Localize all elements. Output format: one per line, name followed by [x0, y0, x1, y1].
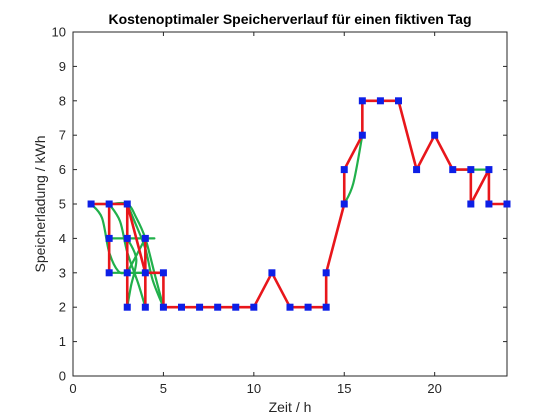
x-tick-label: 5: [160, 381, 167, 396]
data-point-marker: [214, 303, 222, 311]
data-point-marker: [467, 166, 475, 174]
data-point-marker: [340, 200, 348, 208]
axes-box: [72, 31, 508, 377]
y-axis-label: Speicherladung / kWh: [32, 136, 48, 273]
data-point-marker: [304, 303, 312, 311]
data-point-marker: [159, 269, 167, 277]
data-point-marker: [105, 234, 113, 242]
data-point-marker: [286, 303, 294, 311]
y-tick-label: 2: [59, 300, 66, 315]
data-point-marker: [358, 97, 366, 105]
data-point-marker: [268, 269, 276, 277]
y-tick-label: 4: [59, 231, 66, 246]
data-point-marker: [232, 303, 240, 311]
y-tick-label: 1: [59, 334, 66, 349]
y-tick-label: 8: [59, 93, 66, 108]
data-point-marker: [467, 200, 475, 208]
y-axis-ticks: 0 1 2 3 4 5 6 7 8 9 10: [52, 25, 507, 384]
y-tick-label: 9: [59, 59, 66, 74]
green-curve: [343, 134, 364, 206]
data-point-marker: [395, 97, 402, 105]
data-point-marker: [413, 166, 421, 174]
y-tick-label: 7: [59, 128, 66, 143]
data-point-marker: [123, 303, 131, 311]
data-point-marker: [431, 131, 439, 139]
x-tick-label: 20: [427, 381, 441, 396]
y-tick-label: 5: [59, 197, 66, 212]
data-point-marker: [322, 269, 330, 277]
y-tick-label: 10: [52, 25, 66, 40]
data-point-marker: [449, 166, 457, 174]
data-point-marker: [159, 303, 167, 311]
data-point-marker: [485, 166, 493, 174]
data-point-marker: [87, 200, 95, 208]
data-point-marker: [141, 269, 149, 277]
x-axis-ticks: 0 5 10 15 20: [69, 32, 442, 396]
x-axis-label: Zeit / h: [269, 399, 312, 415]
red-series-line: [91, 99, 507, 309]
data-point-marker: [485, 200, 493, 208]
chart-title: Kostenoptimaler Speicherverlauf für eine…: [108, 11, 471, 27]
y-tick-label: 6: [59, 162, 66, 177]
data-point-marker: [358, 131, 366, 139]
data-point-marker: [503, 200, 511, 208]
data-point-marker: [105, 200, 113, 208]
data-point-marker: [123, 200, 131, 208]
data-point-marker: [376, 97, 384, 105]
data-point-marker: [123, 234, 131, 242]
x-tick-label: 15: [337, 381, 351, 396]
data-point-marker: [105, 269, 113, 277]
data-point-marker: [123, 269, 131, 277]
data-point-marker: [178, 303, 185, 311]
x-tick-label: 10: [247, 381, 261, 396]
data-point-marker: [141, 234, 149, 242]
data-point-marker: [322, 303, 330, 311]
data-point-marker: [196, 303, 204, 311]
red-line-series: [91, 99, 507, 309]
x-tick-label: 0: [69, 381, 76, 396]
y-tick-label: 3: [59, 265, 66, 280]
data-point-marker: [340, 166, 348, 174]
plot-area-frame: [72, 31, 508, 377]
y-tick-label: 0: [59, 369, 66, 384]
blue-markers: [87, 97, 511, 311]
green-curve: [126, 237, 138, 309]
data-point-marker: [250, 303, 258, 311]
data-point-marker: [141, 303, 149, 311]
